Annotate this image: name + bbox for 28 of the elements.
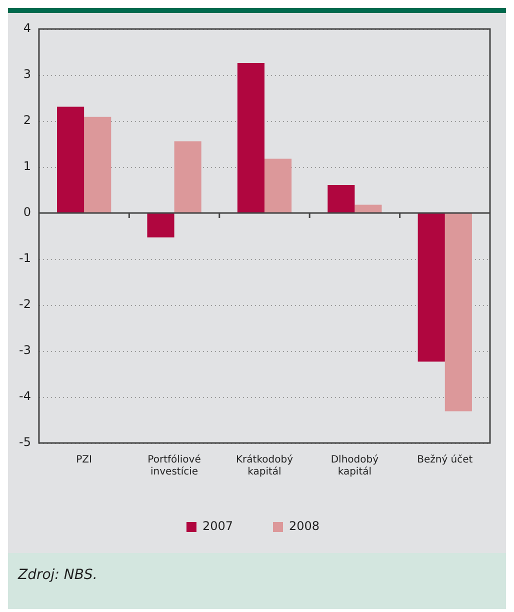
bar (84, 116, 112, 213)
legend-label: 2007 (202, 519, 234, 534)
y-tick-label: 2 (23, 113, 31, 128)
x-tick-label: Dlhodobý kapitál (330, 454, 379, 478)
bar (57, 106, 84, 213)
bar (237, 63, 264, 213)
y-tick-label: -5 (18, 435, 31, 450)
x-tick-label: PZI (76, 454, 92, 466)
bar (354, 204, 382, 213)
x-tick-label: Bežný účet (417, 454, 473, 466)
bar (328, 184, 355, 213)
text: Zdroj: NBS. (18, 567, 98, 583)
y-tick-label: 3 (23, 67, 31, 82)
x-tick-label: Krátkodobý kapitál (236, 454, 294, 478)
y-tick-label: 1 (23, 159, 31, 174)
legend-label: 2008 (289, 519, 320, 534)
bar (174, 141, 202, 213)
y-tick-label: -4 (18, 389, 31, 404)
bar (264, 158, 292, 213)
bar (147, 213, 174, 238)
bar (418, 213, 445, 362)
y-tick-label: 4 (23, 21, 31, 36)
bar (444, 213, 472, 412)
y-tick-label: 0 (23, 205, 31, 220)
y-tick-label: -3 (18, 343, 31, 358)
y-tick-label: -1 (18, 251, 31, 266)
y-tick-label: -2 (18, 297, 31, 312)
x-tick-label: Portfóliové investície (148, 454, 201, 478)
